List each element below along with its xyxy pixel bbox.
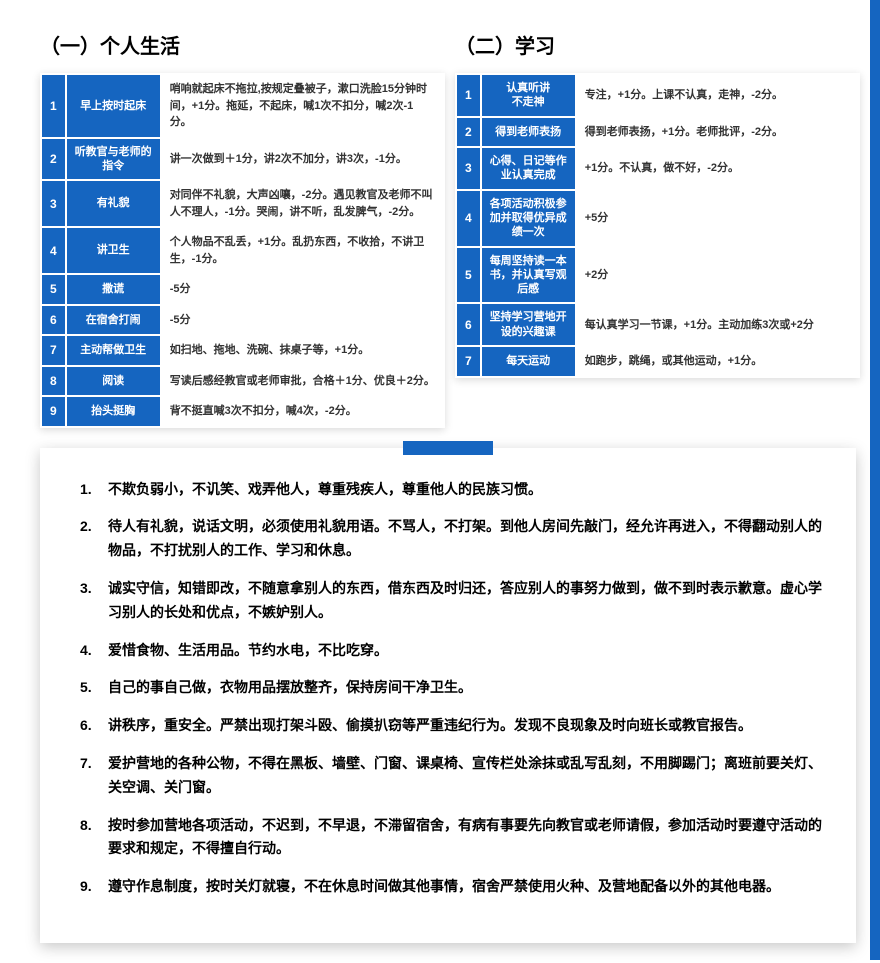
rule-item: 自己的事自己做，衣物用品摆放整齐，保持房间干净卫生。 [80, 676, 826, 700]
table-row: 2听教官与老师的指令讲一次做到＋1分，讲2次不加分，讲3次，-1分。 [41, 138, 444, 181]
table-row: 6在宿舍打闹-5分 [41, 305, 444, 336]
row-number: 5 [456, 247, 481, 304]
row-label: 讲卫生 [66, 227, 161, 274]
row-label: 每天运动 [481, 346, 576, 377]
top-section: （一）个人生活 1早上按时起床哨响就起床不拖拉,按规定叠被子，漱口洗脸15分钟时… [0, 0, 880, 428]
table-row: 1早上按时起床哨响就起床不拖拉,按规定叠被子，漱口洗脸15分钟时间，+1分。拖延… [41, 74, 444, 138]
row-desc: 如跑步，跳绳，或其他运动，+1分。 [576, 346, 859, 377]
table-row: 4各项活动积极参加并取得优异成绩一次+5分 [456, 190, 859, 247]
row-label: 各项活动积极参加并取得优异成绩一次 [481, 190, 576, 247]
row-number: 8 [41, 366, 66, 397]
table-row: 5每周坚持读一本书，并认真写观后感+2分 [456, 247, 859, 304]
table-personal-life: 1早上按时起床哨响就起床不拖拉,按规定叠被子，漱口洗脸15分钟时间，+1分。拖延… [40, 73, 445, 428]
rule-item: 诚实守信，知错即改，不随意拿别人的东西，借东西及时归还，答应别人的事努力做到，做… [80, 577, 826, 625]
row-desc: 得到老师表扬，+1分。老师批评，-2分。 [576, 117, 859, 148]
rule-item: 待人有礼貌，说话文明，必须使用礼貌用语。不骂人，不打架。到他人房间先敲门，经允许… [80, 515, 826, 563]
table-row: 6坚持学习营地开设的兴趣课每认真学习一节课，+1分。主动加练3次或+2分 [456, 303, 859, 346]
row-number: 6 [456, 303, 481, 346]
rule-item: 爱护营地的各种公物，不得在黑板、墙壁、门窗、课桌椅、宣传栏处涂抹或乱写乱刻，不用… [80, 752, 826, 800]
row-desc: 专注，+1分。上课不认真，走神，-2分。 [576, 74, 859, 117]
table-row: 7主动帮做卫生如扫地、拖地、洗碗、抹桌子等，+1分。 [41, 335, 444, 366]
row-number: 9 [41, 396, 66, 427]
row-label: 有礼貌 [66, 180, 161, 227]
row-label: 早上按时起床 [66, 74, 161, 138]
rule-item: 爱惜食物、生活用品。节约水电，不比吃穿。 [80, 639, 826, 663]
row-label: 认真听讲不走神 [481, 74, 576, 117]
row-number: 6 [41, 305, 66, 336]
section1-title: （一）个人生活 [40, 30, 445, 59]
row-number: 7 [41, 335, 66, 366]
page: （一）个人生活 1早上按时起床哨响就起床不拖拉,按规定叠被子，漱口洗脸15分钟时… [0, 0, 880, 943]
accent-bar [403, 441, 493, 455]
row-number: 5 [41, 274, 66, 305]
section2-title: （二）学习 [455, 30, 860, 59]
rule-item: 不欺负弱小，不讥笑、戏弄他人，尊重残疾人，尊重他人的民族习惯。 [80, 478, 826, 502]
table-row: 3心得、日记等作业认真完成+1分。不认真，做不好，-2分。 [456, 147, 859, 190]
row-label: 得到老师表扬 [481, 117, 576, 148]
table-row: 1认真听讲不走神专注，+1分。上课不认真，走神，-2分。 [456, 74, 859, 117]
row-label: 撒谎 [66, 274, 161, 305]
row-desc: 背不挺直喊3次不扣分，喊4次，-2分。 [161, 396, 444, 427]
row-number: 1 [41, 74, 66, 138]
row-desc: -5分 [161, 305, 444, 336]
table-study: 1认真听讲不走神专注，+1分。上课不认真，走神，-2分。2得到老师表扬得到老师表… [455, 73, 860, 378]
table-row: 2得到老师表扬得到老师表扬，+1分。老师批评，-2分。 [456, 117, 859, 148]
row-desc: +5分 [576, 190, 859, 247]
rule-item: 讲秩序，重安全。严禁出现打架斗殴、偷摸扒窃等严重违纪行为。发现不良现象及时向班长… [80, 714, 826, 738]
table-row: 8阅读写读后感经教官或老师审批，合格＋1分、优良＋2分。 [41, 366, 444, 397]
row-label: 心得、日记等作业认真完成 [481, 147, 576, 190]
rules-list: 不欺负弱小，不讥笑、戏弄他人，尊重残疾人，尊重他人的民族习惯。待人有礼貌，说话文… [80, 478, 826, 899]
rules-card: 不欺负弱小，不讥笑、戏弄他人，尊重残疾人，尊重他人的民族习惯。待人有礼貌，说话文… [40, 448, 856, 943]
row-desc: 如扫地、拖地、洗碗、抹桌子等，+1分。 [161, 335, 444, 366]
row-label: 阅读 [66, 366, 161, 397]
row-label: 坚持学习营地开设的兴趣课 [481, 303, 576, 346]
row-label: 听教官与老师的指令 [66, 138, 161, 181]
row-desc: 哨响就起床不拖拉,按规定叠被子，漱口洗脸15分钟时间，+1分。拖延，不起床，喊1… [161, 74, 444, 138]
table-row: 4讲卫生个人物品不乱丢，+1分。乱扔东西，不收拾，不讲卫生，-1分。 [41, 227, 444, 274]
side-stripe [870, 0, 880, 960]
row-number: 3 [456, 147, 481, 190]
rule-item: 按时参加营地各项活动，不迟到，不早退，不滞留宿舍，有病有事要先向教官或老师请假，… [80, 814, 826, 862]
row-number: 7 [456, 346, 481, 377]
table-row: 5撒谎-5分 [41, 274, 444, 305]
row-desc: 个人物品不乱丢，+1分。乱扔东西，不收拾，不讲卫生，-1分。 [161, 227, 444, 274]
row-label: 每周坚持读一本书，并认真写观后感 [481, 247, 576, 304]
row-desc: 讲一次做到＋1分，讲2次不加分，讲3次，-1分。 [161, 138, 444, 181]
row-label: 抬头挺胸 [66, 396, 161, 427]
row-desc: 写读后感经教官或老师审批，合格＋1分、优良＋2分。 [161, 366, 444, 397]
row-number: 1 [456, 74, 481, 117]
column-study: （二）学习 1认真听讲不走神专注，+1分。上课不认真，走神，-2分。2得到老师表… [455, 30, 860, 428]
row-desc: -5分 [161, 274, 444, 305]
table-row: 3有礼貌对同伴不礼貌，大声凶嚷，-2分。遇见教官及老师不叫人不理人，-1分。哭闹… [41, 180, 444, 227]
row-desc: +1分。不认真，做不好，-2分。 [576, 147, 859, 190]
table-row: 7每天运动如跑步，跳绳，或其他运动，+1分。 [456, 346, 859, 377]
row-number: 2 [456, 117, 481, 148]
row-number: 3 [41, 180, 66, 227]
rule-item: 遵守作息制度，按时关灯就寝，不在休息时间做其他事情，宿舍严禁使用火种、及营地配备… [80, 875, 826, 899]
row-desc: 每认真学习一节课，+1分。主动加练3次或+2分 [576, 303, 859, 346]
row-number: 4 [456, 190, 481, 247]
row-number: 2 [41, 138, 66, 181]
row-number: 4 [41, 227, 66, 274]
column-personal-life: （一）个人生活 1早上按时起床哨响就起床不拖拉,按规定叠被子，漱口洗脸15分钟时… [40, 30, 445, 428]
row-desc: +2分 [576, 247, 859, 304]
row-label: 在宿舍打闹 [66, 305, 161, 336]
row-label: 主动帮做卫生 [66, 335, 161, 366]
table-row: 9抬头挺胸背不挺直喊3次不扣分，喊4次，-2分。 [41, 396, 444, 427]
row-desc: 对同伴不礼貌，大声凶嚷，-2分。遇见教官及老师不叫人不理人，-1分。哭闹，讲不听… [161, 180, 444, 227]
